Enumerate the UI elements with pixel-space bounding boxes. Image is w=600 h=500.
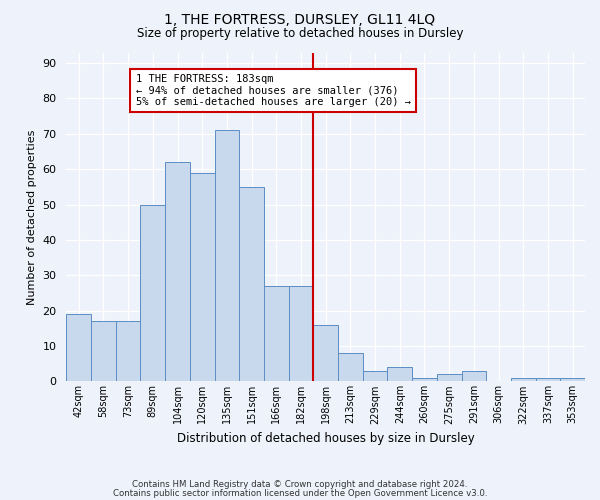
Bar [91,322,116,382]
Bar [437,374,461,382]
Bar [140,204,165,382]
Text: Size of property relative to detached houses in Dursley: Size of property relative to detached ho… [137,28,463,40]
Bar [313,325,338,382]
Bar [412,378,437,382]
Bar [363,371,388,382]
Bar [338,353,363,382]
Bar [239,187,264,382]
Text: 1 THE FORTRESS: 183sqm
← 94% of detached houses are smaller (376)
5% of semi-det: 1 THE FORTRESS: 183sqm ← 94% of detached… [136,74,410,107]
Bar [116,322,140,382]
Text: Contains public sector information licensed under the Open Government Licence v3: Contains public sector information licen… [113,488,487,498]
Bar [461,371,486,382]
Text: Contains HM Land Registry data © Crown copyright and database right 2024.: Contains HM Land Registry data © Crown c… [132,480,468,489]
Text: 1, THE FORTRESS, DURSLEY, GL11 4LQ: 1, THE FORTRESS, DURSLEY, GL11 4LQ [164,12,436,26]
Bar [165,162,190,382]
Bar [388,367,412,382]
Bar [264,286,289,382]
Bar [215,130,239,382]
Bar [560,378,585,382]
Bar [67,314,91,382]
Bar [289,286,313,382]
X-axis label: Distribution of detached houses by size in Dursley: Distribution of detached houses by size … [177,432,475,445]
Bar [190,172,215,382]
Bar [536,378,560,382]
Bar [511,378,536,382]
Y-axis label: Number of detached properties: Number of detached properties [27,130,37,304]
